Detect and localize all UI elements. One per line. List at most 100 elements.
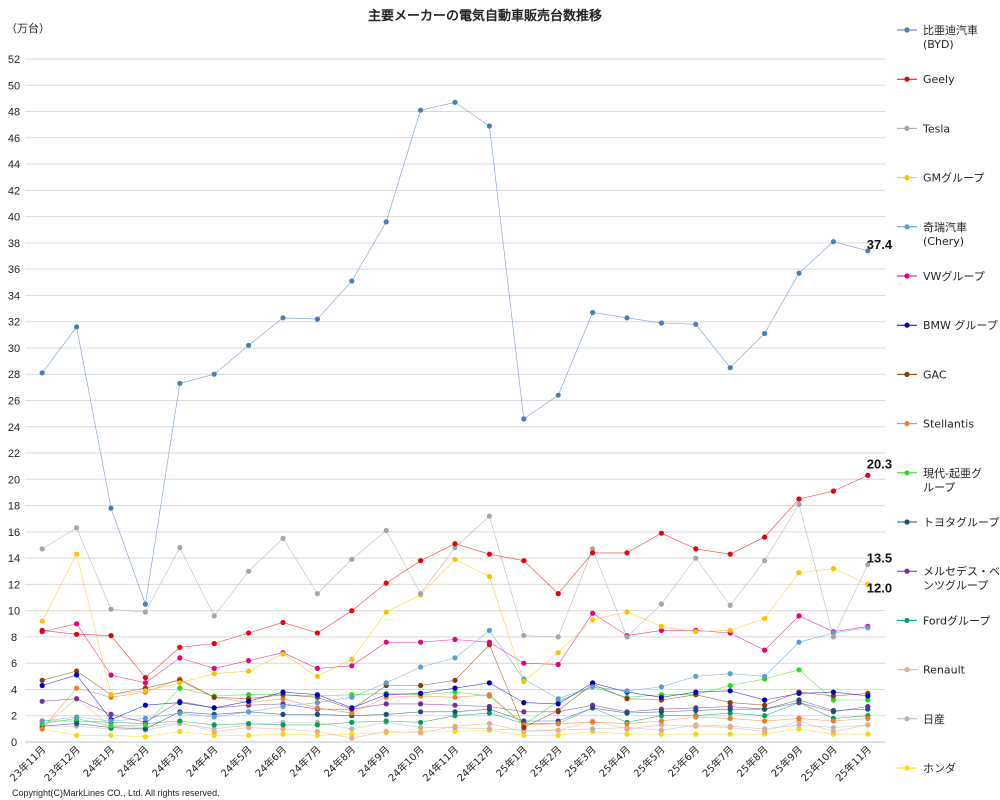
data-point xyxy=(865,581,871,588)
data-point xyxy=(762,706,768,712)
data-point xyxy=(211,665,217,672)
data-point xyxy=(108,732,114,739)
data-point xyxy=(74,696,80,702)
data-point xyxy=(280,535,286,542)
x-tick-label: 25年2月 xyxy=(527,743,564,780)
data-point xyxy=(74,685,80,691)
data-point xyxy=(727,627,733,634)
data-point xyxy=(796,726,802,732)
legend-swatch-marker xyxy=(904,667,910,673)
data-point xyxy=(349,719,355,725)
data-point xyxy=(624,688,630,694)
y-tick-label: 26 xyxy=(8,396,20,408)
y-tick-label: 52 xyxy=(8,54,20,66)
data-point xyxy=(452,545,458,551)
data-point xyxy=(865,693,871,699)
data-point xyxy=(418,682,424,689)
data-point xyxy=(830,718,837,724)
data-point xyxy=(349,556,355,563)
data-point xyxy=(727,551,733,557)
data-point xyxy=(693,689,699,695)
data-point xyxy=(142,688,148,694)
data-point xyxy=(693,731,699,737)
data-point xyxy=(108,672,114,678)
data-point xyxy=(280,315,286,321)
data-point xyxy=(418,591,424,597)
data-point xyxy=(521,725,527,731)
data-point xyxy=(762,697,768,703)
data-point xyxy=(865,248,871,254)
data-point xyxy=(486,692,492,698)
data-point xyxy=(590,610,596,616)
data-point xyxy=(521,718,527,724)
data-point xyxy=(142,715,148,722)
data-point xyxy=(142,734,148,740)
value-annotation: 13.5 xyxy=(867,551,892,566)
data-point xyxy=(658,530,665,536)
data-point xyxy=(624,721,630,727)
y-tick-label: 22 xyxy=(8,448,20,460)
data-point xyxy=(314,692,320,698)
data-point xyxy=(796,501,802,507)
series-line xyxy=(41,553,868,696)
data-point xyxy=(314,316,320,322)
data-point xyxy=(74,631,80,637)
data-point xyxy=(418,558,424,564)
data-point xyxy=(246,342,252,348)
y-tick-label: 14 xyxy=(8,553,20,565)
y-tick-label: 46 xyxy=(8,133,20,145)
data-point xyxy=(693,707,699,714)
data-point xyxy=(314,591,320,597)
data-point xyxy=(486,680,492,686)
data-point xyxy=(555,701,561,707)
data-point xyxy=(590,726,596,732)
data-point xyxy=(452,709,458,715)
legend-swatch-marker xyxy=(904,175,910,181)
data-point xyxy=(211,728,217,735)
legend-label: 奇瑞汽車(Chery) xyxy=(923,220,967,248)
series-line xyxy=(42,503,869,638)
legend-item: Tesla xyxy=(897,122,950,135)
data-point xyxy=(658,722,665,728)
data-point xyxy=(865,472,871,478)
data-point xyxy=(39,677,45,683)
data-point xyxy=(521,679,527,685)
x-tick-label: 25年1月 xyxy=(493,743,530,780)
data-point xyxy=(762,647,768,653)
y-tick-label: 44 xyxy=(8,159,20,171)
data-point xyxy=(693,555,699,561)
y-tick-label: 30 xyxy=(8,343,20,355)
data-point xyxy=(39,627,45,634)
data-point xyxy=(452,655,458,661)
data-point xyxy=(108,606,114,612)
data-point xyxy=(74,621,80,627)
data-point xyxy=(246,709,252,715)
data-point xyxy=(658,718,665,724)
data-point xyxy=(624,696,630,702)
data-point xyxy=(39,718,45,724)
data-point xyxy=(555,661,561,668)
data-point xyxy=(486,710,492,716)
data-point xyxy=(142,601,148,607)
data-point xyxy=(693,629,699,635)
data-point xyxy=(762,534,768,540)
data-point xyxy=(865,731,871,737)
data-point xyxy=(39,618,45,624)
data-point xyxy=(830,634,837,640)
data-point xyxy=(555,650,561,656)
series-group xyxy=(39,501,871,640)
data-point xyxy=(624,731,630,737)
data-point xyxy=(590,546,596,552)
data-point xyxy=(177,728,183,735)
data-point xyxy=(452,541,458,547)
data-point xyxy=(830,725,837,731)
data-point xyxy=(177,685,183,691)
data-point xyxy=(108,505,114,511)
x-tick-label: 24年8月 xyxy=(321,743,358,780)
data-point xyxy=(555,696,561,702)
data-point xyxy=(865,706,871,712)
data-point xyxy=(590,309,596,316)
value-annotation: 37.4 xyxy=(867,237,893,252)
legend-item: VWグループ xyxy=(897,269,985,283)
